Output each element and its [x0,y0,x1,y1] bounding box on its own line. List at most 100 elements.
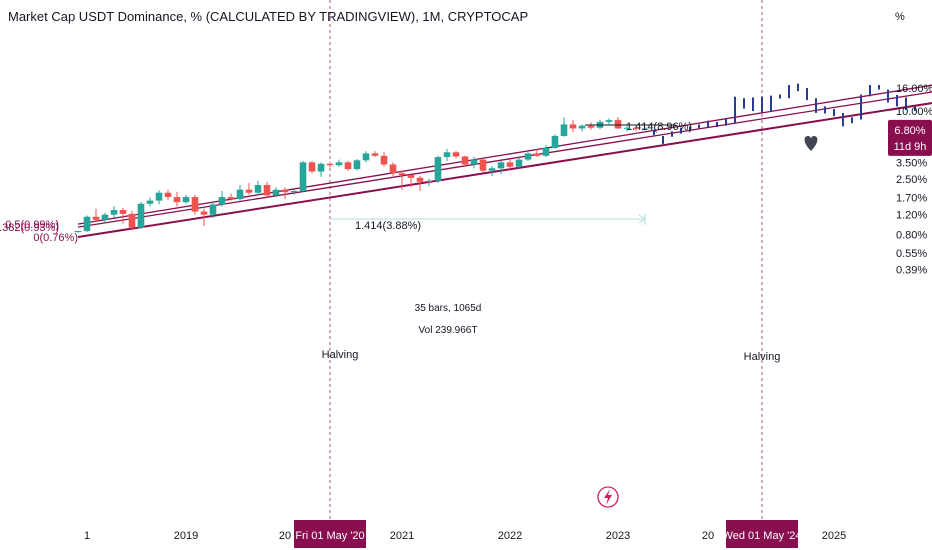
fib-label: 1.414(3.88%) [355,220,421,232]
candle-body [245,189,253,193]
candle-body [578,125,586,129]
candle-body [587,125,595,128]
halving-label: Halving [322,349,359,361]
candle-body [119,210,127,214]
candle-body [416,177,424,182]
lightning-icon [604,489,612,505]
channel-line [77,91,932,228]
candle-body [209,204,217,215]
date-marker-label: Fri 01 May '20 [295,530,364,542]
x-axis-tick: 1 [84,530,90,542]
candle-body [407,175,415,178]
channel-label: 0(0.76%) [33,232,78,244]
candle-body [380,155,388,165]
candle-body [272,189,280,196]
y-axis-tick: 2.50% [896,174,927,186]
y-axis-tick: 16.00% [896,83,932,95]
candle-body [533,153,541,156]
candle-body [605,120,613,122]
candle-body [155,192,163,201]
candle-body [560,124,568,136]
candle-body [551,135,559,148]
candle-body [362,153,370,161]
candle-body [434,157,442,181]
lightning-icon [597,486,619,508]
candle-body [524,153,532,160]
candle-body [353,160,361,170]
candle-body [488,168,496,171]
candle-body [443,152,451,158]
candle-body [137,203,145,228]
candle-body [371,153,379,156]
candle-body [101,214,109,220]
date-marker-label: Wed 01 May '24 [723,530,802,542]
candle-body [191,197,199,212]
candle-body [218,197,226,205]
candle-body [254,185,262,193]
candle-body [614,120,622,129]
candle-body [200,211,208,215]
candle-body [92,216,100,220]
y-axis-tick: 1.20% [896,210,927,222]
channel-line [77,102,932,239]
halving-label: Halving [744,351,781,363]
x-axis-tick: 2021 [390,530,414,542]
x-axis-tick: 20 [279,530,291,542]
x-axis-tick: 2019 [174,530,198,542]
candle-body [164,192,172,198]
range-volume-label: Vol 239.966T [419,325,478,336]
y-axis-tick: 1.70% [896,193,927,205]
candle-body [470,159,478,165]
channel-label: 0.382(0.93%) [0,222,59,234]
candle-body [398,173,406,176]
x-axis-tick: 2023 [606,530,630,542]
y-axis-unit: % [895,11,905,23]
candle-body [281,189,289,193]
candle-body [461,156,469,165]
heart-icon [804,136,818,151]
x-axis-tick: 2025 [822,530,846,542]
candle-body [74,230,82,233]
candle-body [344,162,352,170]
chart-title: Market Cap USDT Dominance, % (CALCULATED… [8,9,529,24]
candle-body [326,163,334,166]
candle-body [389,164,397,174]
candle-body [110,210,118,215]
candle-body [308,162,316,172]
date-marker-pill [726,520,798,548]
y-axis-tick: 0.55% [896,248,927,260]
candle-body [290,190,298,193]
current-value: 6.80% [894,125,925,137]
candle-body [146,200,154,204]
current-countdown: 11d 9h [894,141,927,153]
fib-label: 1.414(8.96%) [626,121,692,133]
range-bars-label: 35 bars, 1065d [415,303,482,314]
measure-range-arrow [638,214,646,224]
y-axis-tick: 0.39% [896,265,927,277]
candle-body [623,127,631,129]
candle-body [515,159,523,167]
candle-body [632,127,640,129]
x-axis-tick: 2022 [498,530,522,542]
channel-label: 0.5(0.99%) [5,219,59,231]
x-axis-tick: 20 [702,530,714,542]
candle-body [227,197,235,200]
candle-body [263,185,271,196]
y-axis-tick: 3.50% [896,157,927,169]
candle-body [335,162,343,166]
candle-body [569,124,577,129]
candle-body [173,197,181,203]
candle-body [425,180,433,182]
candle-body [452,152,460,157]
candle-body [182,197,190,203]
candle-body [641,128,649,130]
channel-line [77,84,932,225]
date-marker-pill [294,520,366,548]
candle-body [128,213,136,228]
y-axis-tick: 10.00% [896,106,932,118]
candle-body [479,159,487,171]
candle-body [506,162,514,167]
current-value-badge [888,119,932,156]
